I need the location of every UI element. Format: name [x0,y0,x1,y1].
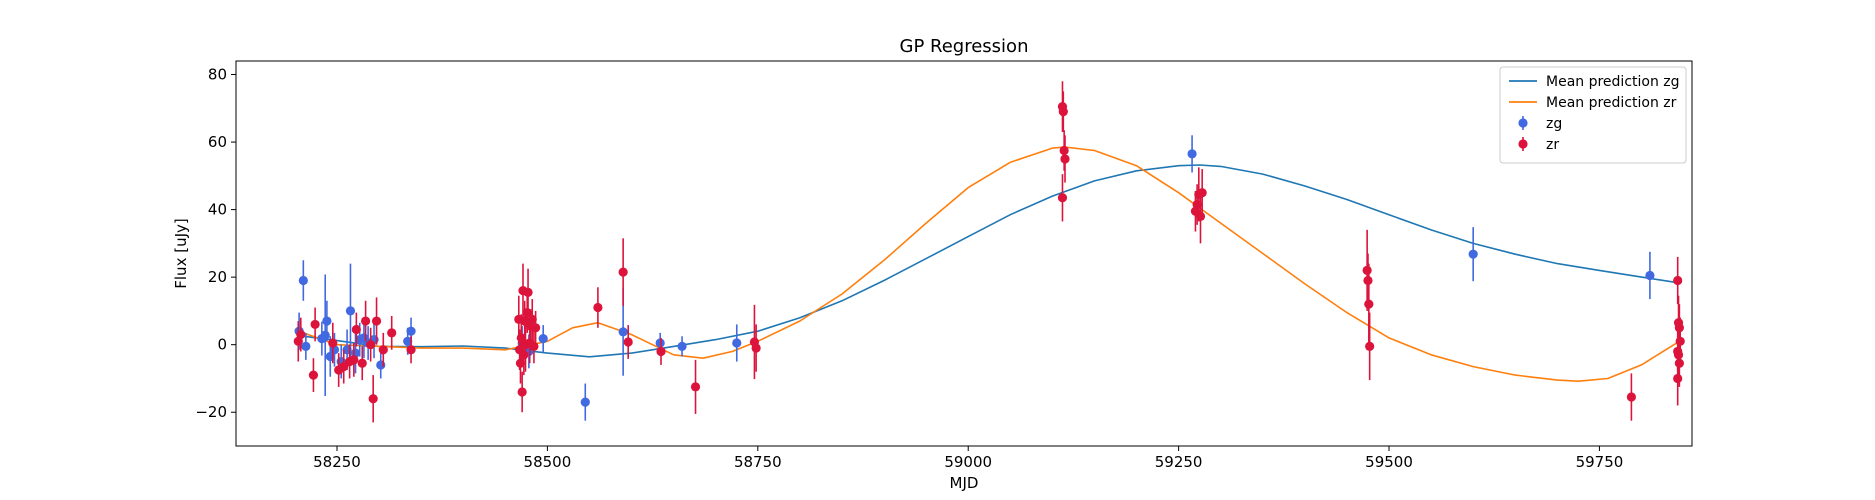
x-tick-label: 58750 [734,453,782,471]
data-point-zr [378,345,388,355]
y-tick-label: 40 [208,201,227,219]
data-point-zg [732,338,742,348]
y-axis-label: Flux [uJy] [172,218,190,288]
legend-swatch-zg [1518,118,1528,128]
data-point-zr [1365,341,1375,351]
data-point-zr [1362,265,1372,275]
data-point-zr [623,337,633,347]
chart-title: GP Regression [900,36,1029,57]
x-tick-label: 58250 [313,453,361,471]
data-point-zr [1060,154,1070,164]
data-point-zr [387,328,397,338]
x-tick-label: 59750 [1576,453,1624,471]
x-tick-label: 59500 [1365,453,1413,471]
data-point-zr [1059,145,1069,156]
data-point-zg [538,334,548,344]
data-point-zg [403,336,413,346]
data-point-zr [1673,373,1683,384]
data-point-zr [328,338,338,348]
y-tick-label: 60 [208,133,227,151]
data-point-zr [1364,299,1374,309]
data-point-zr [1197,188,1207,198]
data-point-zr [1195,211,1206,221]
legend-label-zr: zr [1546,137,1559,153]
data-point-zg [345,306,356,316]
axes: 58250 58500 58750 59000 59250 59500 59750 −20 0 2… [195,66,1623,471]
y-tick-label: 0 [217,336,227,354]
data-point-zr [366,340,376,350]
data-point-zr [1057,193,1068,203]
plot-area [293,81,1685,423]
data-point-zg [655,338,665,348]
x-tick-label: 58500 [524,453,572,471]
data-point-zg [1187,149,1197,159]
y-tick-label: −20 [195,403,227,421]
data-point-zg [580,397,590,407]
data-point-zg [406,326,416,336]
data-point-zg [1468,249,1478,259]
legend: Mean prediction zg Mean prediction zr zg zr [1499,66,1687,164]
x-tick-label: 59000 [944,453,992,471]
data-point-zr [1673,275,1683,286]
data-point-zg [320,330,330,340]
data-point-zr [310,319,320,330]
data-point-zr [349,355,359,365]
data-point-zr [1674,358,1684,368]
data-point-zr [1363,275,1373,286]
data-point-zr [751,343,761,353]
legend-label-mean-prediction-zg: Mean prediction zg [1546,74,1680,90]
y-tick-label: 20 [208,268,227,286]
legend-label-zg: zg [1546,116,1562,132]
data-point-zr [406,345,416,355]
data-point-zr [296,329,306,340]
data-point-zr [519,350,529,360]
x-axis-label: MJD [950,474,979,492]
data-point-zr [371,316,382,326]
y-tick-label: 80 [208,66,227,84]
data-point-zg [301,341,311,351]
data-point-zg [298,275,308,286]
legend-box [1499,66,1687,164]
legend-label-mean-prediction-zr: Mean prediction zr [1546,95,1677,111]
data-point-zr [531,323,541,333]
series-line-mean-prediction-zr [303,146,1680,383]
data-point-zr [656,346,666,357]
data-point-zr [522,308,532,318]
x-tick-label: 59250 [1155,453,1203,471]
data-point-zg [322,316,332,326]
data-point-zr [1673,350,1684,360]
data-point-zr [308,370,319,380]
data-point-zg [677,341,687,351]
data-point-zr [690,382,701,392]
data-point-zr [515,358,526,368]
data-point-zg [1645,270,1655,281]
data-point-zr [1058,107,1068,117]
data-point-zr [529,341,539,351]
data-point-zr [523,287,533,297]
data-point-zr [618,267,628,277]
data-point-zr [593,302,603,313]
data-point-zg [618,327,628,337]
data-point-zr [368,394,378,404]
legend-swatch-zr [1518,139,1528,149]
data-point-zr [517,387,527,397]
data-point-zr [1674,323,1684,333]
data-point-zr [357,358,367,368]
data-point-zr [351,324,361,335]
data-point-zr [1626,392,1637,402]
data-point-zr [361,316,371,326]
data-point-zr [527,314,537,324]
plot-frame [235,60,1693,447]
